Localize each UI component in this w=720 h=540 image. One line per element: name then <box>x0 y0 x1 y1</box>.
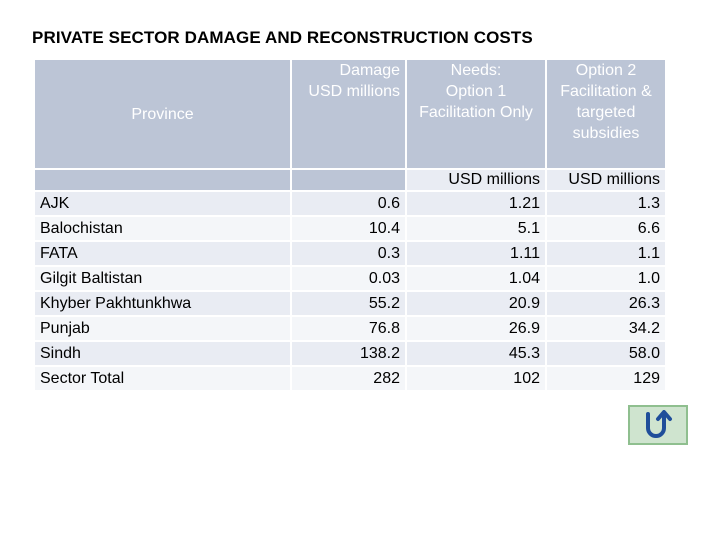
cell-province: Gilgit Baltistan <box>35 267 290 290</box>
cell-option1: 1.11 <box>407 242 545 265</box>
cell-province: Khyber Pakhtunkhwa <box>35 292 290 315</box>
units-spacer <box>35 170 290 190</box>
cell-damage: 55.2 <box>292 292 405 315</box>
return-arrow-icon <box>646 410 672 438</box>
table-row: FATA 0.3 1.11 1.1 <box>35 242 665 265</box>
table-header-row: Province Damage USD millions Needs: Opti… <box>35 60 665 168</box>
header-option1-line: Needs: <box>450 62 502 79</box>
units-option2: USD millions <box>547 170 665 190</box>
cell-province: Punjab <box>35 317 290 340</box>
units-row: USD millions USD millions <box>35 170 665 190</box>
cell-province: Sindh <box>35 342 290 365</box>
cell-option1: 20.9 <box>407 292 545 315</box>
cell-province: Sector Total <box>35 367 290 390</box>
units-option1: USD millions <box>407 170 545 190</box>
cell-option2: 26.3 <box>547 292 665 315</box>
header-option1-line: Facilitation Only <box>419 104 533 121</box>
header-option1: Needs: Option 1 Facilitation Only <box>407 60 545 168</box>
cell-option2: 129 <box>547 367 665 390</box>
cell-option2: 1.0 <box>547 267 665 290</box>
cell-damage: 0.3 <box>292 242 405 265</box>
cell-option2: 1.3 <box>547 192 665 215</box>
header-damage: Damage USD millions <box>292 60 405 168</box>
cell-province: FATA <box>35 242 290 265</box>
cell-option1: 26.9 <box>407 317 545 340</box>
units-spacer <box>292 170 405 190</box>
back-button[interactable] <box>628 405 688 445</box>
header-option2-line: targeted <box>576 104 636 121</box>
cell-option1: 45.3 <box>407 342 545 365</box>
cell-option2: 34.2 <box>547 317 665 340</box>
header-option1-line: Option 1 <box>445 83 507 100</box>
header-option2-line: Facilitation & <box>560 83 652 100</box>
cell-option2: 6.6 <box>547 217 665 240</box>
header-damage-line: USD millions <box>308 83 400 100</box>
cell-option1: 5.1 <box>407 217 545 240</box>
table-row: Punjab 76.8 26.9 34.2 <box>35 317 665 340</box>
cell-option1: 102 <box>407 367 545 390</box>
cell-province: Balochistan <box>35 217 290 240</box>
header-damage-line: Damage <box>339 62 400 79</box>
table-row: Sector Total 282 102 129 <box>35 367 665 390</box>
table-row: Sindh 138.2 45.3 58.0 <box>35 342 665 365</box>
cell-damage: 138.2 <box>292 342 405 365</box>
page-title: PRIVATE SECTOR DAMAGE AND RECONSTRUCTION… <box>32 28 533 47</box>
cell-damage: 10.4 <box>292 217 405 240</box>
cell-damage: 76.8 <box>292 317 405 340</box>
cell-damage: 0.03 <box>292 267 405 290</box>
cell-option1: 1.04 <box>407 267 545 290</box>
header-province: Province <box>35 60 290 168</box>
cell-damage: 282 <box>292 367 405 390</box>
header-option2-line: Option 2 <box>575 62 637 79</box>
cell-option2: 58.0 <box>547 342 665 365</box>
cell-option1: 1.21 <box>407 192 545 215</box>
cell-damage: 0.6 <box>292 192 405 215</box>
table-row: AJK 0.6 1.21 1.3 <box>35 192 665 215</box>
cell-option2: 1.1 <box>547 242 665 265</box>
table-row: Khyber Pakhtunkhwa 55.2 20.9 26.3 <box>35 292 665 315</box>
header-option2-line: subsidies <box>572 125 640 142</box>
header-option2: Option 2 Facilitation & targeted subsidi… <box>547 60 665 168</box>
table-row: Balochistan 10.4 5.1 6.6 <box>35 217 665 240</box>
cost-table: Province Damage USD millions Needs: Opti… <box>33 58 667 392</box>
cell-province: AJK <box>35 192 290 215</box>
table-row: Gilgit Baltistan 0.03 1.04 1.0 <box>35 267 665 290</box>
